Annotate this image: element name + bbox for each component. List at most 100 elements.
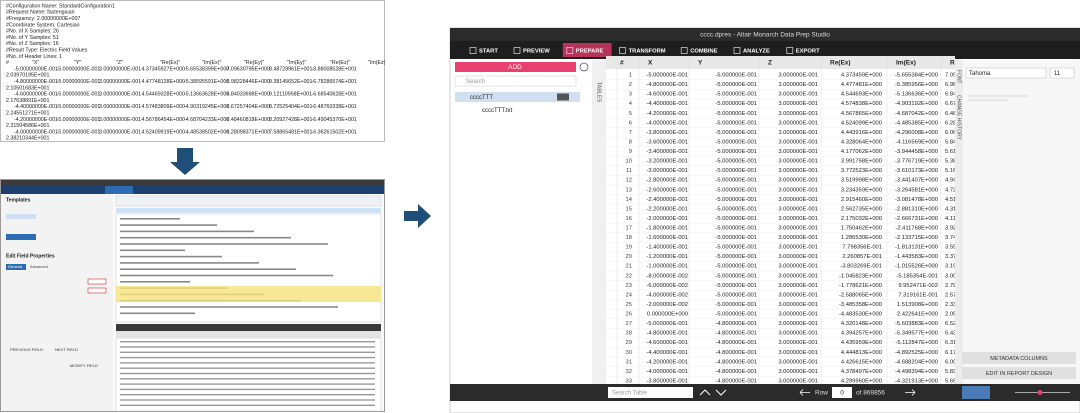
cell: -3.485358E+000 — [839, 302, 882, 308]
menu-icon — [680, 47, 688, 54]
cell: 4.72661 — [945, 187, 966, 193]
doc-line: #No. of Y Samples: 51 — [6, 35, 59, 41]
cell: 3.000000E-001 — [778, 73, 818, 79]
mini-highlight — [116, 286, 381, 302]
table-search-box[interactable] — [608, 387, 693, 398]
cell: 6.98328 — [945, 82, 966, 88]
cell: 3.000000E-001 — [778, 245, 818, 251]
mini-text-line — [120, 236, 291, 239]
row-number: 8 — [629, 139, 632, 145]
cell: 4.394257E+000 — [841, 331, 882, 337]
add-button[interactable] — [455, 62, 576, 72]
cell: 3.000000E-001 — [778, 120, 818, 126]
window-title: cccc.dpres - Altair Monarch Data Prep St… — [700, 32, 830, 39]
menu-item[interactable]: PREPARE — [576, 49, 604, 55]
cell: 4.435959E+000 — [841, 340, 882, 346]
doc-value: -4.00000000E-001 — [14, 129, 58, 135]
menu-item[interactable]: EXPORT — [796, 49, 820, 55]
cell: -5.112847E+000 — [895, 340, 938, 346]
row-input[interactable] — [832, 387, 852, 398]
cell: -4.800000E-001 — [646, 82, 688, 88]
mini-general-tab — [6, 264, 26, 270]
doc-value: -4.48538502E+000 — [184, 129, 229, 135]
doc-value: 6.28098371E+000 — [227, 129, 271, 135]
tree-selected-row[interactable] — [455, 92, 580, 102]
cell: 3.000000E-001 — [778, 312, 818, 318]
nav-arrows[interactable] — [699, 389, 727, 396]
tables-strip — [592, 60, 606, 384]
tables-tab[interactable]: TABLES — [596, 82, 602, 103]
mini-ruler — [116, 208, 381, 213]
cell: -5.000000E-001 — [715, 120, 757, 126]
cell: 3.000000E-001 — [778, 283, 818, 289]
menu-item[interactable]: ANALYZE — [743, 49, 770, 55]
next-row[interactable] — [905, 389, 916, 396]
mini-row-line — [120, 383, 375, 385]
side-tab[interactable]: FONT — [956, 70, 962, 84]
menu-item[interactable]: START — [479, 49, 498, 55]
doc-line: #Configuration Name: StandardConfigurati… — [6, 3, 115, 9]
cell: -4.600000E-001 — [646, 92, 688, 98]
cell: 5.65388 — [945, 378, 966, 384]
doc-header: "Im(Ez)" — [368, 60, 387, 66]
cell: 3.000000E-001 — [778, 225, 818, 231]
doc-value: 3.00000000E-001 — [99, 79, 141, 85]
cell: -5.000000E-001 — [715, 245, 757, 251]
menu-item[interactable]: TRANSFORM — [629, 49, 666, 55]
cell: 4.299960E+000 — [841, 378, 882, 384]
cell: -4.200000E-001 — [646, 111, 688, 117]
cell: 3.000000E-001 — [778, 149, 818, 155]
cell: 3.000000E-001 — [778, 216, 818, 222]
row-number: 9 — [629, 149, 632, 155]
cell: 4.444813E+000 — [841, 350, 882, 356]
cell: -1.045823E+000 — [839, 273, 882, 279]
mini-table-header — [116, 331, 381, 338]
menu-item[interactable]: PREVIEW — [523, 49, 550, 55]
cell: -2.200000E-001 — [646, 206, 688, 212]
cell: -2.588065E+000 — [839, 292, 882, 298]
menu-item[interactable]: COMBINE — [690, 49, 718, 55]
view-toggle[interactable] — [962, 386, 990, 399]
font-dropdown[interactable] — [965, 67, 1047, 79]
mini-label: Edit Field Properties — [6, 253, 55, 259]
table-search-placeholder: Search Table — [612, 391, 648, 397]
mini-titlebar — [1, 180, 384, 186]
refresh-icon[interactable] — [579, 62, 589, 72]
font-size-dropdown[interactable] — [1049, 67, 1075, 79]
row-number: 32 — [626, 369, 632, 375]
prev-row[interactable] — [799, 389, 810, 396]
cell: -3.800000E-001 — [646, 130, 688, 136]
zoom-thumb[interactable] — [1037, 390, 1043, 395]
doc-header: "Re(Ey)" — [244, 60, 264, 66]
cell: -4.116569E+000 — [895, 139, 938, 145]
cell: -5.000000E-001 — [715, 235, 757, 241]
search-box[interactable] — [454, 75, 577, 87]
doc-value: -6.48760338E+001 — [312, 104, 357, 110]
cell: 3.000000E-001 — [778, 378, 818, 384]
cell: 4.574838E+000 — [841, 101, 882, 107]
mini-text-line — [120, 255, 222, 258]
row-number: 27 — [626, 321, 632, 327]
side-tab-strip — [955, 60, 963, 384]
cell: -3.600000E-001 — [646, 139, 688, 145]
cell: 6.06589 — [945, 130, 966, 136]
row-number: 18 — [626, 235, 632, 241]
mini-label: General — [8, 264, 22, 269]
mini-row-line — [120, 394, 375, 396]
mini-row-line — [120, 388, 375, 391]
cell: -3.800000E-001 — [646, 378, 688, 384]
title-bar — [450, 28, 1080, 41]
doc-value: 2.10501683E+001 — [6, 85, 50, 91]
row-number: 15 — [626, 206, 632, 212]
cell: 3.000000E-001 — [778, 302, 818, 308]
report-design-button[interactable] — [962, 367, 1076, 379]
cell: 6.17066 — [945, 350, 966, 356]
metadata-button[interactable] — [962, 352, 1076, 364]
cell: -3.264581E+000 — [895, 187, 938, 193]
menu-icon — [469, 47, 477, 54]
side-tab[interactable]: CHANGE HISTORY — [956, 95, 962, 140]
cell: 3.000000E-001 — [778, 254, 818, 260]
menu-icon — [733, 47, 741, 54]
doc-value: 9.38145652E+001 — [269, 79, 313, 85]
cell: 6.67257 — [945, 101, 966, 107]
